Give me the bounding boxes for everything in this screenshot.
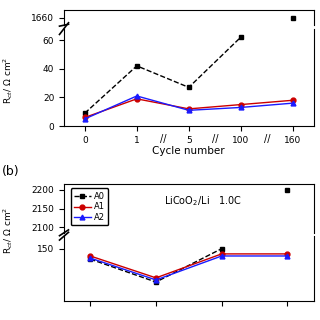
Text: (b): (b) [2, 165, 19, 178]
Text: R$_{ct}$/ Ω cm$^2$: R$_{ct}$/ Ω cm$^2$ [2, 56, 15, 104]
X-axis label: Cycle number: Cycle number [153, 146, 225, 156]
Text: //: // [212, 134, 218, 144]
Text: //: // [264, 134, 270, 144]
Text: //: // [160, 134, 166, 144]
A0 [285, 188, 289, 192]
Text: R$_{ct}$/ Ω cm$^2$: R$_{ct}$/ Ω cm$^2$ [2, 207, 15, 254]
Legend: A0, A1, A2: A0, A1, A2 [71, 188, 108, 226]
Text: LiCoO$_2$/Li   1.0C: LiCoO$_2$/Li 1.0C [164, 194, 242, 208]
Line: A0: A0 [285, 188, 290, 192]
